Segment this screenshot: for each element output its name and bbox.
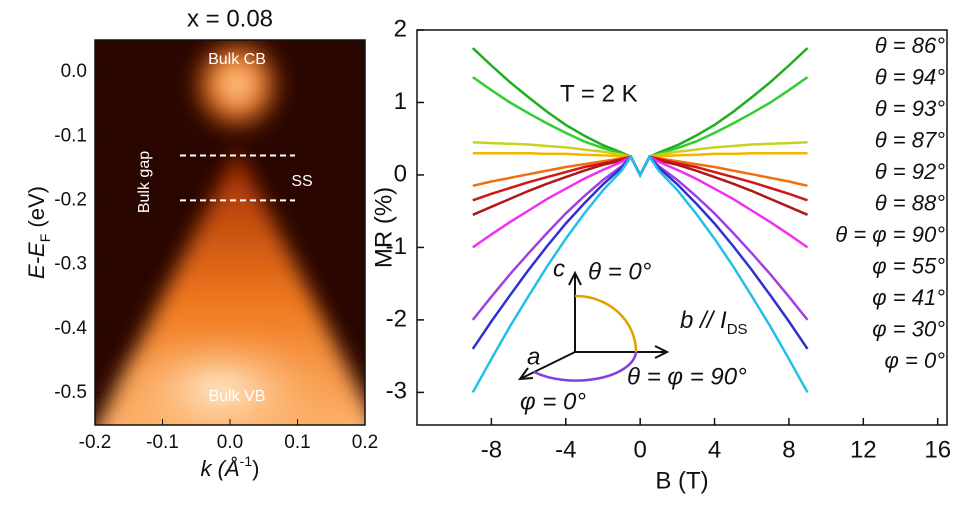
x-tick-label: 4 [708, 436, 721, 463]
plot-frame [416, 29, 948, 426]
mr-curve [472, 151, 808, 178]
x-tick-label: 0 [633, 436, 646, 463]
x-tick-label: 16 [924, 436, 951, 463]
y-tick-label: 1 [394, 88, 407, 115]
mr-curve [471, 47, 809, 178]
inset-theta90: θ = φ = 90° [627, 363, 747, 390]
inset-b: b // IDS [680, 307, 748, 338]
theta-arc [574, 294, 638, 353]
y-tick-label: -2 [386, 305, 407, 332]
label-part: -1 [240, 453, 253, 469]
image-annotation: Bulk gap [136, 151, 153, 213]
y-tick-label: -0.5 [54, 382, 87, 403]
image-annotation: Bulk CB [208, 51, 266, 68]
mr-curve [472, 155, 808, 216]
legend-entry: φ = 30° [872, 316, 945, 341]
arpes-image [95, 40, 365, 425]
inset-a: a [527, 343, 540, 370]
y-axis-label: MR (%) [370, 187, 397, 268]
inset-theta0: θ = 0° [588, 258, 652, 285]
mr-curve [472, 155, 808, 188]
x-tick-label: -8 [481, 436, 502, 463]
temperature-annotation: T = 2 K [560, 80, 638, 107]
x-axis-label: k (Å-1) [201, 453, 260, 481]
label-part: F [37, 234, 53, 243]
y-tick-label: 2 [394, 15, 407, 42]
x-axis-label: B (T) [655, 467, 708, 494]
label-part: ) [252, 456, 259, 481]
inset-c: c [553, 255, 565, 282]
label-part: DS [727, 321, 748, 338]
legend-entry: φ = 41° [872, 285, 945, 310]
x-tick-label: 0.2 [352, 432, 378, 453]
legend-entry: θ = 93° [875, 96, 945, 121]
y-tick-label: -0.1 [54, 125, 87, 146]
image-annotation: SS [291, 173, 312, 190]
label-part: (eV) [24, 186, 49, 234]
y-tick-label: 0 [394, 160, 407, 187]
legend-entry: φ = 55° [872, 253, 945, 278]
label-part: b // I [680, 307, 727, 334]
inset-phi0: φ = 0° [520, 388, 586, 415]
panel-title: x = 0.08 [187, 5, 273, 32]
x-tick-label: 0.1 [284, 432, 310, 453]
image-annotation: Bulk VB [209, 388, 266, 405]
x-tick-label: 8 [782, 436, 795, 463]
mr-curve [471, 154, 809, 321]
mr-curve [472, 155, 809, 249]
x-tick-label: -4 [555, 436, 576, 463]
y-tick-label: -0.4 [54, 318, 87, 339]
legend-entry: θ = 88° [875, 190, 945, 215]
legend-entry: θ = 92° [875, 159, 945, 184]
legend-entry: θ = 87° [875, 127, 945, 152]
x-tick-label: 0.0 [217, 432, 243, 453]
x-tick-label: 12 [850, 436, 877, 463]
legend-entry: θ = 94° [875, 64, 945, 89]
legend-entry: φ = 0° [885, 348, 946, 373]
legend-entry: θ = 86° [875, 33, 945, 58]
x-tick-label: -0.1 [146, 432, 179, 453]
mr-curve [471, 154, 809, 350]
label-part: E-E [24, 242, 49, 279]
inset-axes [517, 270, 670, 381]
y-tick-label: -0.2 [54, 189, 87, 210]
legend-entry: θ = φ = 90° [835, 222, 945, 247]
label-part: k (Å [201, 456, 240, 481]
y-axis-label: E-EF (eV) [24, 186, 53, 279]
x-tick-label: -0.2 [79, 432, 112, 453]
y-tick-label: -1 [386, 233, 407, 260]
y-tick-label: -3 [386, 378, 407, 405]
phi-arc [533, 351, 638, 382]
y-tick-label: 0.0 [61, 61, 87, 82]
mr-curve [472, 141, 808, 178]
y-tick-label: -0.3 [54, 254, 87, 275]
mr-curve [471, 154, 809, 394]
